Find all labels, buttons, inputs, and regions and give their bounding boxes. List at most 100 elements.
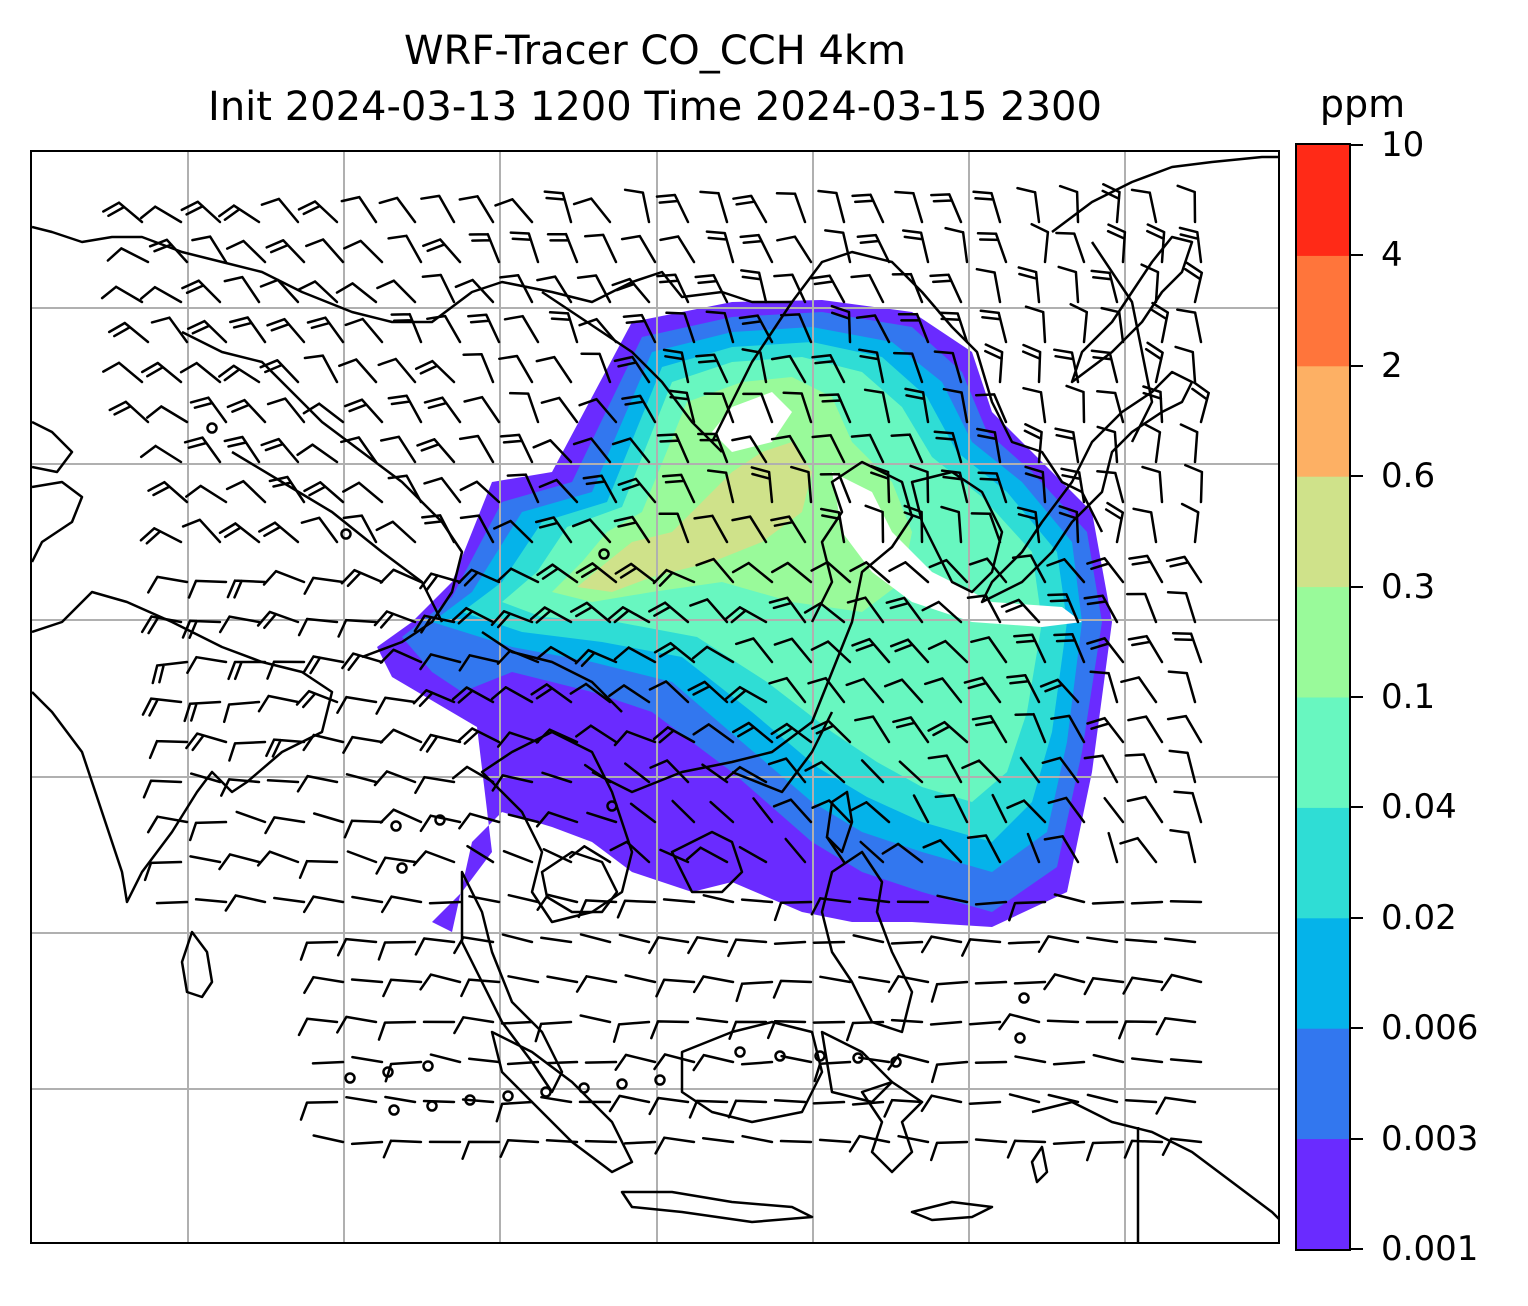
- wind-barb: [377, 357, 417, 384]
- wind-barb: [225, 479, 267, 504]
- wind-barb: [782, 391, 813, 424]
- wind-barb: [1006, 799, 1047, 824]
- wind-barb: [970, 512, 1002, 544]
- wind-barb: [784, 837, 807, 864]
- wind-barb: [458, 812, 501, 830]
- wind-barb: [930, 1060, 969, 1084]
- wind-barb: [377, 1020, 417, 1041]
- wind-barb: [779, 1139, 813, 1144]
- wind-barb: [655, 193, 690, 224]
- wind-barb: [1085, 1140, 1125, 1162]
- wind-barb: [179, 361, 222, 384]
- wind-barb: [864, 504, 885, 544]
- wind-barb: [928, 558, 969, 584]
- wind-barb: [303, 354, 339, 384]
- wind-barb: [496, 649, 540, 665]
- wind-barb: [818, 393, 852, 424]
- wind-barb: [921, 600, 963, 624]
- wind-barb: [819, 507, 846, 544]
- wind-barb: [1167, 670, 1197, 704]
- wind-barb: [1161, 1137, 1203, 1157]
- wind-barb: [1047, 593, 1080, 624]
- wind-barb: [1050, 714, 1086, 744]
- wind-barb: [453, 1016, 495, 1035]
- wind-barb: [453, 936, 495, 955]
- wind-barb: [817, 189, 846, 224]
- wind-barb: [1006, 674, 1041, 704]
- wind-barb: [1178, 226, 1203, 264]
- wind-barb: [344, 317, 384, 344]
- wind-barb: [345, 1095, 378, 1104]
- wind-barb: [731, 561, 774, 584]
- wind-barb: [1008, 1093, 1041, 1104]
- wind-barb: [575, 724, 618, 744]
- wind-barb: [1019, 756, 1041, 784]
- wind-barb: [155, 900, 189, 905]
- wind-barb: [813, 1060, 852, 1083]
- wind-barb: [860, 759, 885, 784]
- wind-barb: [462, 353, 495, 384]
- colorbar-tick-mark: [1351, 585, 1363, 588]
- wind-barb: [140, 361, 183, 384]
- wind-barb: [380, 895, 423, 914]
- wind-barb: [731, 515, 768, 544]
- wind-barb: [892, 351, 924, 384]
- wind-barb: [1127, 634, 1164, 664]
- wind-barb: [812, 1100, 846, 1105]
- wind-barb: [1043, 973, 1086, 991]
- wind-barb: [423, 476, 462, 504]
- wind-barb: [351, 895, 384, 904]
- wind-barb: [1006, 1139, 1047, 1159]
- wind-barb: [850, 433, 885, 464]
- wind-barb: [100, 285, 144, 304]
- wind-barb: [451, 765, 495, 784]
- wind-barb: [546, 975, 579, 984]
- wind-barb: [102, 201, 144, 224]
- wind-barb: [264, 816, 306, 835]
- wind-barb: [1130, 900, 1164, 905]
- wind-barb: [655, 978, 696, 998]
- wind-barb: [803, 602, 846, 624]
- wind-barb: [501, 933, 534, 944]
- wind-barb: [498, 354, 534, 384]
- wind-barb: [340, 568, 384, 588]
- wind-barb: [656, 433, 690, 464]
- wind-barb: [146, 815, 189, 834]
- wind-barb: [584, 1139, 618, 1144]
- wind-barb: [968, 1100, 1002, 1105]
- wind-barb: [1166, 590, 1197, 624]
- wind-barb: [1107, 831, 1119, 864]
- wind-barb: [468, 895, 501, 904]
- wind-barb: [936, 894, 969, 904]
- wind-barb: [466, 844, 495, 864]
- wind-barb: [1052, 1140, 1086, 1145]
- wind-barb: [303, 481, 345, 504]
- wind-barb: [185, 732, 228, 752]
- wind-barb: [909, 464, 930, 504]
- wind-barb: [256, 850, 300, 867]
- wind-barb: [496, 567, 540, 584]
- colorbar-tick-label: 2: [1381, 345, 1403, 386]
- wind-barb: [140, 615, 183, 635]
- wind-barb: [543, 190, 573, 224]
- wind-barb: [379, 435, 417, 464]
- wind-barb: [998, 1013, 1041, 1031]
- wind-barb: [540, 936, 573, 944]
- wind-barb: [1168, 749, 1197, 784]
- wind-barb: [225, 239, 267, 264]
- wind-barb: [1090, 349, 1119, 384]
- wind-barb: [151, 660, 189, 685]
- wind-barb: [296, 443, 339, 464]
- wind-barb: [220, 778, 261, 797]
- wind-barb: [740, 898, 774, 904]
- wind-barb: [903, 504, 924, 544]
- wind-barb: [535, 645, 579, 664]
- wind-barb: [1179, 423, 1199, 464]
- colorbar-tick-label: 0.003: [1381, 1118, 1479, 1159]
- wind-barb: [1132, 507, 1158, 544]
- wind-barb: [426, 314, 462, 344]
- wind-barbs: [100, 183, 1210, 1162]
- wind-barb: [299, 940, 339, 961]
- wind-barb: [302, 655, 345, 675]
- wind-barb: [262, 569, 306, 586]
